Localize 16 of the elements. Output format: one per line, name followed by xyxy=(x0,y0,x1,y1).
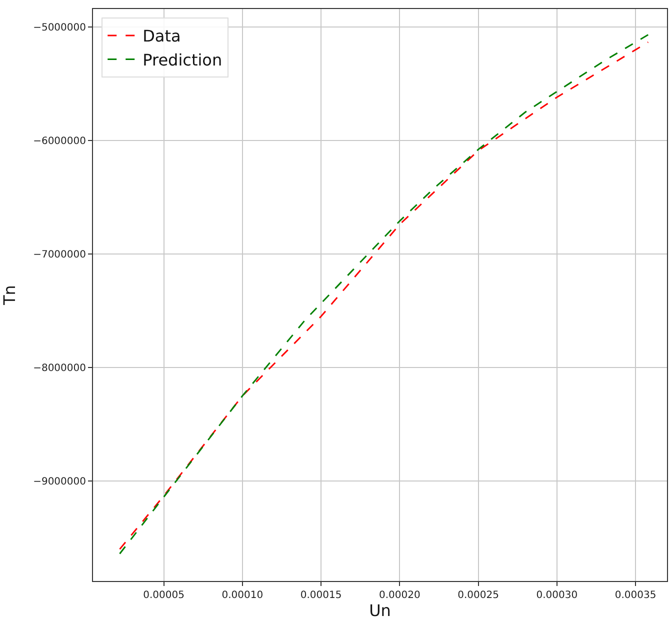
legend-label: Data xyxy=(142,26,181,46)
y-tick-label: −6000000 xyxy=(33,136,86,147)
x-tick-label: 0.00010 xyxy=(222,590,264,601)
y-axis-title: Tn xyxy=(0,285,19,306)
x-tick-label: 0.00025 xyxy=(458,590,499,601)
x-axis-title: Un xyxy=(369,601,391,620)
y-tick-label: −8000000 xyxy=(33,363,86,374)
y-tick-label: −7000000 xyxy=(33,249,86,260)
x-tick-label: 0.00035 xyxy=(614,590,656,601)
legend-label: Prediction xyxy=(142,50,222,70)
x-tick-label: 0.00030 xyxy=(536,590,578,601)
y-tick-label: −5000000 xyxy=(33,22,86,34)
x-tick-label: 0.00020 xyxy=(378,590,420,601)
y-tick-label: −9000000 xyxy=(33,476,86,488)
x-tick-label: 0.00015 xyxy=(300,590,342,601)
x-tick-label: 0.00005 xyxy=(143,590,184,601)
